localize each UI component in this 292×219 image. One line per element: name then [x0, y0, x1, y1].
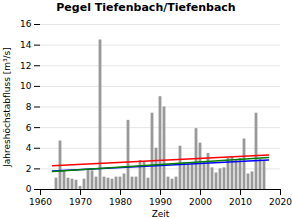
svg-text:2000: 2000: [189, 197, 212, 207]
svg-text:1960: 1960: [29, 197, 52, 207]
svg-text:2010: 2010: [229, 197, 252, 207]
svg-text:4: 4: [26, 143, 32, 153]
svg-text:1990: 1990: [149, 197, 172, 207]
svg-text:2020: 2020: [269, 197, 292, 207]
svg-text:6: 6: [26, 123, 32, 133]
svg-text:0: 0: [26, 184, 32, 194]
svg-text:1980: 1980: [109, 197, 132, 207]
svg-text:1970: 1970: [69, 197, 92, 207]
html-text:Pegel Tiefenbach/Tiefenbach: Pegel Tiefenbach/Tiefenbach: [56, 1, 236, 14]
svg-text:Jahreshöchstabfluss [m³/s]: Jahreshöchstabfluss [m³/s]: [2, 47, 12, 168]
svg-text:2: 2: [26, 164, 32, 174]
svg-text:14: 14: [20, 40, 32, 50]
svg-text:Zeit: Zeit: [152, 209, 170, 219]
svg-text:10: 10: [20, 81, 32, 91]
svg-text:16: 16: [20, 19, 32, 29]
svg-text:8: 8: [26, 102, 32, 112]
svg-text:12: 12: [20, 61, 31, 71]
